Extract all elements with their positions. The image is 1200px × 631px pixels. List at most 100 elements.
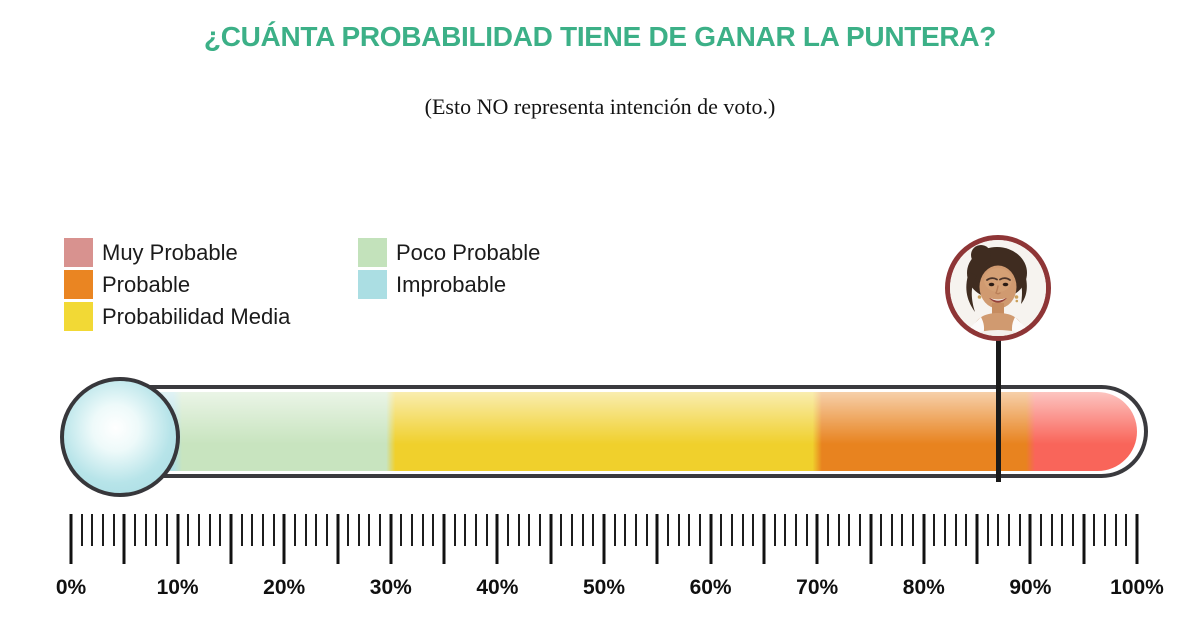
ruler-tick [336, 514, 339, 564]
ruler-label: 20% [263, 576, 306, 599]
ruler-tick [602, 514, 606, 564]
legend-item-label: Probable [102, 271, 191, 297]
ruler-tick [858, 514, 861, 546]
subtitle-note: (Esto NO representa intención de voto.) [424, 94, 776, 119]
ruler-tick [560, 514, 563, 546]
ruler-tick [1093, 514, 1096, 546]
ruler-tick [901, 514, 904, 546]
ruler-tick [688, 514, 691, 546]
ruler-tick [187, 514, 190, 546]
ruler-tick [379, 514, 382, 546]
ruler-tick [752, 514, 755, 546]
legend-swatch [64, 238, 93, 267]
ruler-tick [1082, 514, 1086, 564]
thermometer-fill [116, 392, 1137, 471]
ruler-tick [293, 514, 296, 546]
ruler-tick [315, 514, 318, 546]
ruler-tick [730, 514, 733, 546]
ruler-tick [784, 514, 787, 546]
legend-swatch [358, 238, 387, 267]
ruler-tick [495, 514, 499, 564]
ruler-tick [645, 514, 648, 546]
ruler-tick [720, 514, 723, 546]
ruler-tick [944, 514, 947, 546]
ruler-tick [229, 514, 233, 564]
ruler-label: 90% [1009, 576, 1052, 599]
marker-line [995, 334, 1001, 482]
ruler-label: 40% [476, 576, 519, 599]
ruler-tick [155, 514, 158, 546]
ruler-label: 10% [156, 576, 199, 599]
ruler-tick [709, 514, 713, 564]
ruler-tick [965, 514, 968, 546]
legend-item-label: Poco Probable [396, 239, 541, 265]
ruler-tick [389, 514, 393, 564]
legend-column: Poco Probable Improbable [358, 238, 540, 331]
ruler-tick [869, 514, 872, 564]
legend-swatch [358, 270, 387, 299]
ruler-tick [933, 514, 936, 546]
ruler-tick [613, 514, 616, 546]
ruler-tick [325, 514, 328, 546]
ruler-label: 50% [582, 576, 626, 599]
ruler-tick [880, 514, 883, 546]
ruler-tick [411, 514, 414, 546]
ruler-tick [261, 514, 264, 546]
ruler-tick [1072, 514, 1075, 546]
ruler-tick [805, 514, 808, 546]
ruler-tick [240, 514, 243, 546]
ruler-label: 0% [55, 576, 87, 599]
ruler-tick [773, 514, 776, 546]
ruler-tick [197, 514, 200, 546]
ruler-tick [400, 514, 403, 546]
ruler-tick [922, 514, 926, 564]
ruler-tick [986, 514, 989, 546]
ruler-tick [1028, 514, 1032, 564]
legend-item-label: Improbable [396, 271, 507, 297]
ruler-tick [272, 514, 275, 546]
candidate-avatar [945, 235, 1052, 341]
ruler-tick [815, 514, 819, 564]
ruler-tick [80, 514, 83, 546]
ruler-label: 80% [902, 576, 945, 599]
ruler-tick [219, 514, 222, 546]
ruler-tick [1104, 514, 1107, 546]
thermometer-bulb [60, 377, 180, 497]
ruler-tick [475, 514, 478, 546]
ruler-label: 30% [369, 576, 412, 599]
ruler-tick [368, 514, 371, 546]
ruler-label: 60% [689, 576, 732, 599]
legend: Muy Probable Probable Probabilidad Media Po… [64, 238, 540, 331]
ruler-tick [176, 514, 180, 564]
ruler-tick [251, 514, 254, 546]
ruler-tick [1061, 514, 1064, 546]
legend-item-label: Muy Probable [102, 239, 238, 265]
legend-item: Probabilidad Media [64, 302, 358, 331]
ruler-tick [571, 514, 574, 546]
ruler-tick [507, 514, 510, 546]
ruler-tick [1040, 514, 1043, 546]
ruler-tick [592, 514, 595, 546]
ruler-tick [549, 514, 553, 564]
ruler-tick [762, 514, 766, 564]
ruler-tick [794, 514, 797, 546]
ruler-tick [304, 514, 307, 546]
ruler-tick [347, 514, 350, 546]
ruler-tick [421, 514, 424, 546]
ruler-tick [432, 514, 435, 546]
ruler-tick [666, 514, 669, 546]
ruler-tick [1018, 514, 1021, 546]
page-title: ¿CUÁNTA PROBABILIDAD TIENE DE GANAR LA P… [203, 21, 997, 52]
ruler-tick [954, 514, 957, 546]
ruler-tick [997, 514, 1000, 546]
ruler-label: 100% [1110, 576, 1164, 599]
ruler-tick [975, 514, 979, 564]
ruler-tick [539, 514, 542, 546]
ruler-tick [741, 514, 744, 546]
legend-item: Muy Probable [64, 238, 358, 267]
ruler-tick [517, 514, 520, 546]
ruler-tick [91, 514, 94, 546]
ruler-tick [634, 514, 637, 546]
ruler-tick [357, 514, 360, 546]
